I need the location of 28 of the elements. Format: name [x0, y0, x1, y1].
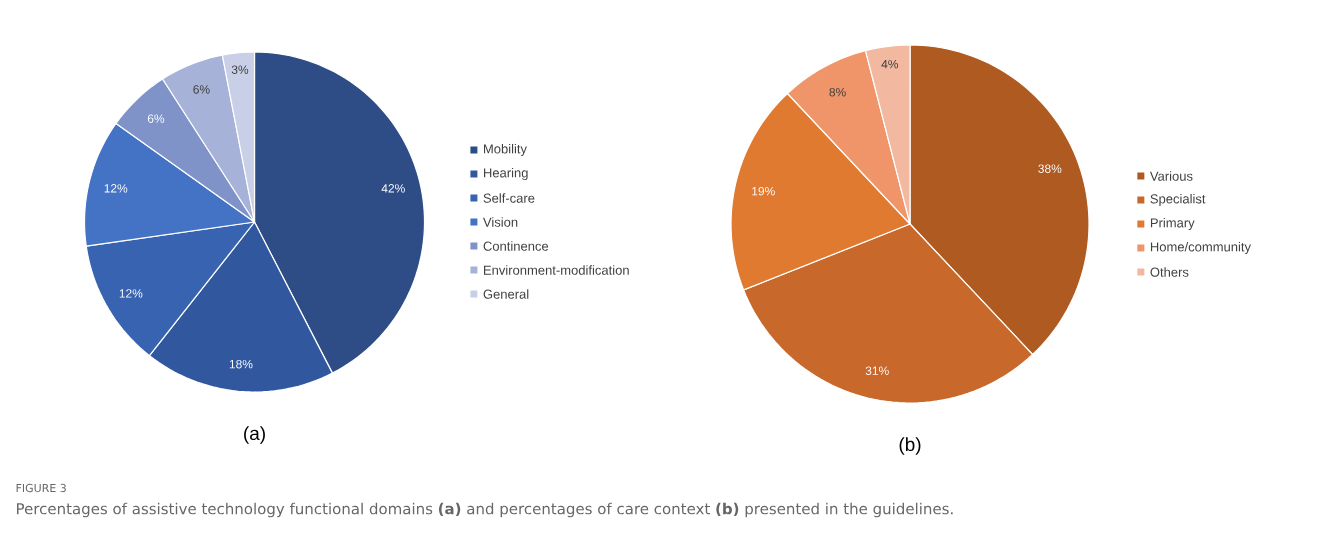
legend-label: Mobility [484, 143, 527, 157]
data-label: 3% [231, 65, 249, 74]
legend-label: Hearing [484, 167, 528, 181]
legend-label: Self-care [483, 193, 535, 203]
data-label: 38% [1038, 164, 1062, 173]
data-label: 8% [829, 87, 846, 97]
legend-label: Continence [483, 241, 549, 251]
legend-label: Primary [1150, 217, 1195, 231]
legend-label: Various [1149, 171, 1193, 181]
legend-label: Environment-modification [484, 265, 629, 275]
data-label: 31% [865, 366, 889, 375]
data-label: 4% [881, 59, 899, 69]
data-label: 19% [752, 186, 775, 196]
data-label: 12% [104, 184, 128, 193]
legend-label: Vision [483, 217, 518, 227]
data-label: 42% [381, 184, 405, 193]
legend-label: Others [1150, 267, 1189, 277]
data-label: 18% [229, 359, 253, 369]
legend-label: Home/community [1150, 241, 1251, 255]
text: (a) [244, 426, 265, 444]
legend-label: Specialist [1150, 193, 1206, 207]
data-label: 12% [119, 289, 143, 298]
data-label: 6% [193, 85, 210, 94]
data-label: 6% [147, 114, 165, 123]
text: Percentages of assistive technology functional domains (a) and percentages of care context (b) presented in the guidelines. [17, 502, 953, 518]
caption: FIGURE 3 [16, 483, 66, 493]
text: (b) [899, 437, 921, 455]
legend-label: General [483, 289, 529, 299]
